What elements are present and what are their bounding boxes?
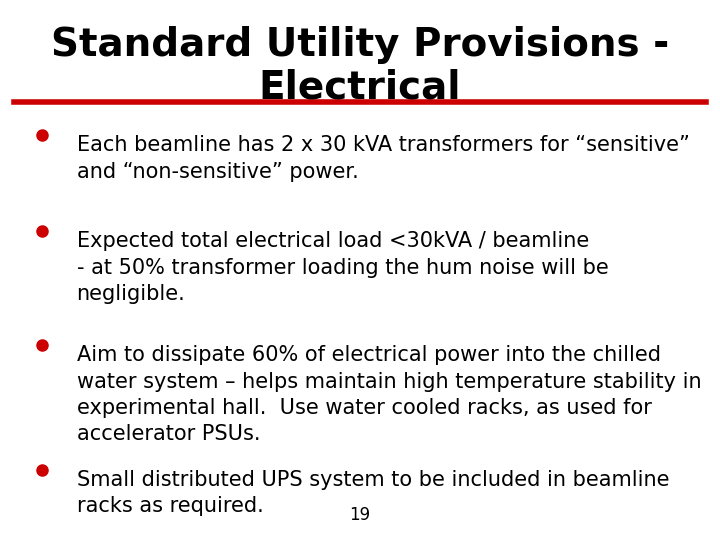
Text: Small distributed UPS system to be included in beamline
racks as required.: Small distributed UPS system to be inclu…: [76, 470, 669, 516]
Text: 19: 19: [349, 506, 371, 524]
Text: Standard Utility Provisions -
Electrical: Standard Utility Provisions - Electrical: [51, 26, 669, 107]
Text: Each beamline has 2 x 30 kVA transformers for “sensitive”
and “non-sensitive” po: Each beamline has 2 x 30 kVA transformer…: [76, 135, 690, 181]
Text: Expected total electrical load <30kVA / beamline
- at 50% transformer loading th: Expected total electrical load <30kVA / …: [76, 231, 608, 304]
Text: Aim to dissipate 60% of electrical power into the chilled
water system – helps m: Aim to dissipate 60% of electrical power…: [76, 345, 701, 444]
